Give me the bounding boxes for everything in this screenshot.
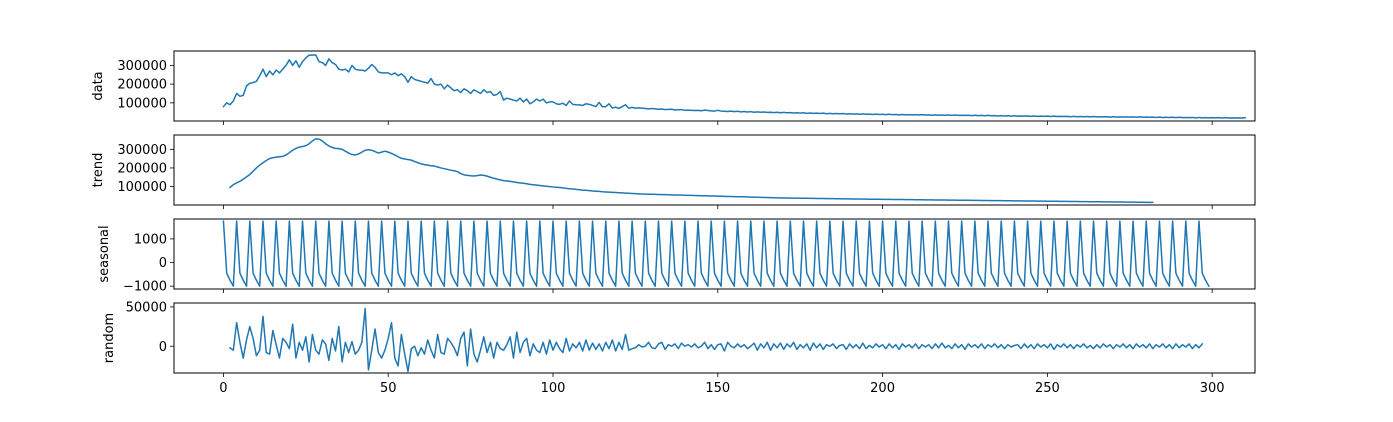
series-line-seasonal <box>222 220 1210 288</box>
y-tick-label: 300000 <box>117 143 167 158</box>
subplot-data: 100000 200000 300000 data <box>91 50 1256 125</box>
x-tick-label: 250 <box>1035 381 1060 396</box>
axes-frame <box>173 302 1256 374</box>
tick-layer: 100000 200000 300000 <box>117 59 1213 125</box>
series-line-random <box>228 307 1204 373</box>
axes-frame <box>173 218 1256 290</box>
x-tick-label: 150 <box>705 381 730 396</box>
x-tick-label: 200 <box>870 381 895 396</box>
y-axis-label: data <box>91 71 106 100</box>
y-tick-label: 200000 <box>117 78 167 93</box>
y-tick-label: 0 <box>159 340 167 355</box>
x-tick-label: 0 <box>219 381 227 396</box>
tick-layer: 0 50000 0 50 100 150 200 250 300 <box>126 300 1225 396</box>
x-tick-label: 100 <box>541 381 566 396</box>
series-line-trend <box>228 138 1154 204</box>
x-tick-label: 50 <box>380 381 397 396</box>
y-axis-label: trend <box>91 153 106 188</box>
subplot-seasonal: −1000 0 1000 seasonal <box>97 218 1256 295</box>
series-layer <box>222 54 1246 119</box>
subplot-trend: 100000 200000 300000 trend <box>91 134 1256 209</box>
y-tick-label: 0 <box>159 256 167 271</box>
plot-area <box>174 51 1255 121</box>
plot-area <box>174 135 1255 205</box>
tick-layer: −1000 0 1000 <box>123 232 1213 295</box>
y-tick-label: −1000 <box>123 280 167 295</box>
series-line-data <box>222 54 1246 119</box>
series-layer <box>228 138 1154 204</box>
y-axis-label: seasonal <box>97 225 112 282</box>
y-axis-label: random <box>102 313 117 363</box>
plot-area <box>174 303 1255 373</box>
y-tick-label: 200000 <box>117 161 167 176</box>
series-layer <box>228 307 1204 373</box>
axes-frame <box>173 50 1256 122</box>
series-layer <box>222 220 1210 288</box>
tick-layer: 100000 200000 300000 <box>117 143 1213 209</box>
x-tick-label: 300 <box>1200 381 1225 396</box>
y-tick-label: 300000 <box>117 59 167 74</box>
y-tick-label: 100000 <box>117 96 167 111</box>
y-tick-label: 100000 <box>117 180 167 195</box>
y-tick-label: 50000 <box>126 300 167 315</box>
axes-frame <box>173 134 1256 206</box>
subplot-random: 0 50000 0 50 100 150 200 250 300 random <box>102 300 1256 396</box>
y-tick-label: 1000 <box>134 232 167 247</box>
